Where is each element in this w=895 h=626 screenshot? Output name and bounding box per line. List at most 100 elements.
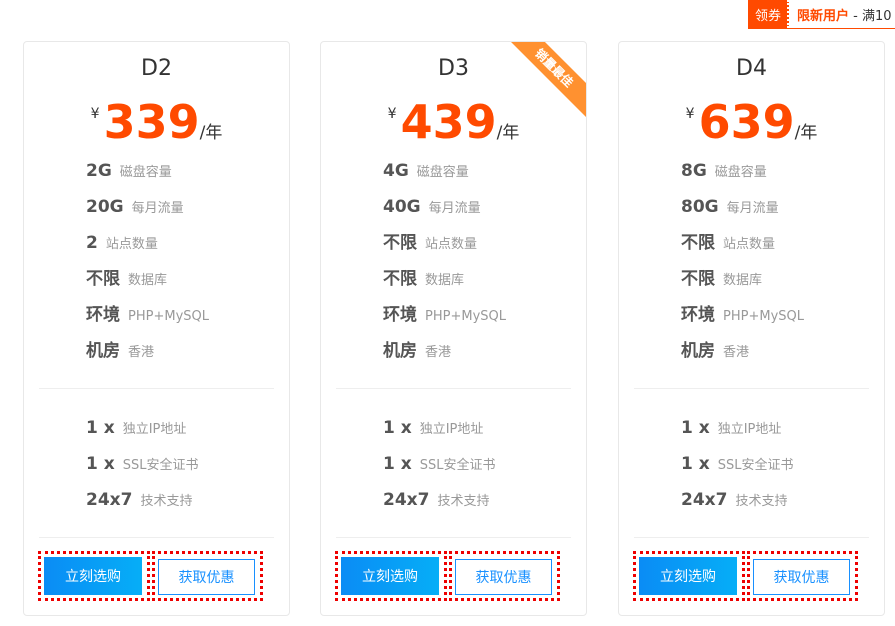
feature-value: 80G	[681, 197, 719, 217]
plan-price: ¥439/年	[321, 94, 586, 150]
extra-label: 技术支持	[735, 494, 788, 509]
feature-label: 香港	[128, 345, 155, 360]
feature-row: 机房 香港	[383, 340, 451, 362]
get-discount-button[interactable]: 获取优惠	[455, 559, 552, 595]
feature-row: 不限 站点数量	[681, 232, 775, 254]
feature-value: 不限	[86, 269, 120, 289]
currency: ¥	[387, 106, 397, 122]
feature-label: PHP+MySQL	[425, 309, 506, 324]
extra-value: 1 x	[86, 454, 115, 474]
extra-value: 24x7	[681, 490, 728, 510]
extra-label: 技术支持	[437, 494, 490, 509]
feature-label: 磁盘容量	[714, 165, 767, 180]
feature-value: 20G	[86, 197, 124, 217]
feature-label: 香港	[425, 345, 452, 360]
extra-row: 24x7 技术支持	[86, 489, 192, 511]
buy-now-button[interactable]: 立刻选购	[44, 557, 142, 595]
feature-row: 机房 香港	[681, 340, 749, 362]
feature-row: 40G 每月流量	[383, 196, 481, 218]
feature-value: 不限	[681, 233, 715, 253]
feature-value: 环境	[86, 305, 120, 325]
coupon-tag: 领券	[749, 0, 790, 28]
feature-label: 每月流量	[428, 201, 481, 216]
feature-label: 每月流量	[726, 201, 779, 216]
coupon-text: - 满10	[849, 8, 892, 24]
extra-value: 24x7	[383, 490, 430, 510]
extra-label: SSL安全证书	[122, 458, 199, 473]
feature-row: 80G 每月流量	[681, 196, 779, 218]
feature-value: 环境	[681, 305, 715, 325]
feature-value: 不限	[681, 269, 715, 289]
price-value: 339	[103, 95, 200, 149]
feature-row: 4G 磁盘容量	[383, 160, 469, 182]
price-unit: /年	[794, 123, 818, 143]
feature-label: 站点数量	[425, 237, 478, 252]
feature-label: PHP+MySQL	[723, 309, 804, 324]
feature-label: 每月流量	[131, 201, 184, 216]
feature-label: 磁盘容量	[119, 165, 172, 180]
feature-label: 磁盘容量	[416, 165, 469, 180]
get-discount-button[interactable]: 获取优惠	[753, 559, 850, 595]
feature-row: 2G 磁盘容量	[86, 160, 172, 182]
extra-value: 1 x	[681, 454, 710, 474]
feature-label: PHP+MySQL	[128, 309, 209, 324]
feature-value: 机房	[383, 341, 417, 361]
extra-row: 1 x SSL安全证书	[681, 453, 793, 475]
feature-label: 站点数量	[723, 237, 776, 252]
extra-value: 1 x	[383, 454, 412, 474]
extra-row: 1 x SSL安全证书	[383, 453, 495, 475]
price-value: 639	[698, 95, 795, 149]
coupon-highlight: 限新用户	[797, 8, 850, 24]
extra-row: 24x7 技术支持	[681, 489, 787, 511]
feature-row: 2 站点数量	[86, 232, 158, 254]
divider	[39, 537, 274, 538]
plan-name: D4	[736, 56, 767, 81]
feature-row: 8G 磁盘容量	[681, 160, 767, 182]
feature-row: 不限 数据库	[86, 268, 167, 290]
extra-label: 独立IP地址	[419, 422, 484, 437]
plan-card-d3: 销量最佳 D3 ¥439/年 4G 磁盘容量 40G 每月流量 不限 站点数量 不限 数据库 环境 PH…	[320, 41, 587, 616]
feature-row: 环境 PHP+MySQL	[86, 304, 209, 326]
feature-value: 不限	[383, 269, 417, 289]
extra-row: 24x7 技术支持	[383, 489, 489, 511]
feature-label: 数据库	[425, 273, 465, 288]
feature-label: 数据库	[723, 273, 763, 288]
feature-value: 8G	[681, 161, 707, 181]
price-value: 439	[400, 95, 497, 149]
divider	[634, 537, 869, 538]
plan-name: D2	[141, 56, 172, 81]
plan-price: ¥339/年	[24, 94, 289, 150]
price-unit: /年	[496, 123, 520, 143]
extra-label: 技术支持	[140, 494, 193, 509]
divider	[634, 388, 869, 389]
plan-card-d2: D2 ¥339/年 2G 磁盘容量 20G 每月流量 2 站点数量不限 数据库环境 PHP+MyS…	[23, 41, 290, 616]
feature-value: 40G	[383, 197, 421, 217]
feature-row: 机房 香港	[86, 340, 154, 362]
feature-row: 不限 数据库	[681, 268, 762, 290]
extra-value: 1 x	[86, 418, 115, 438]
get-discount-button[interactable]: 获取优惠	[158, 559, 255, 595]
feature-value: 不限	[383, 233, 417, 253]
feature-row: 不限 站点数量	[383, 232, 477, 254]
extra-row: 1 x SSL安全证书	[86, 453, 198, 475]
buy-now-button[interactable]: 立刻选购	[341, 557, 439, 595]
feature-value: 环境	[383, 305, 417, 325]
coupon-banner[interactable]: 领券 限新用户 - 满10	[748, 0, 895, 29]
feature-row: 不限 数据库	[383, 268, 464, 290]
divider	[336, 388, 571, 389]
plan-card-d4: D4 ¥639/年 8G 磁盘容量 80G 每月流量 不限 站点数量 不限 数据库 环境 PHP+My…	[618, 41, 885, 616]
extra-value: 1 x	[681, 418, 710, 438]
currency: ¥	[685, 106, 695, 122]
extra-value: 24x7	[86, 490, 133, 510]
feature-row: 20G 每月流量	[86, 196, 184, 218]
feature-value: 4G	[383, 161, 409, 181]
plan-price: ¥639/年	[619, 94, 884, 150]
feature-row: 环境 PHP+MySQL	[383, 304, 506, 326]
extra-row: 1 x 独立IP地址	[86, 417, 186, 439]
feature-label: 数据库	[128, 273, 168, 288]
feature-value: 2G	[86, 161, 112, 181]
plan-name: D3	[438, 56, 469, 81]
buy-now-button[interactable]: 立刻选购	[639, 557, 737, 595]
extra-value: 1 x	[383, 418, 412, 438]
extra-label: SSL安全证书	[419, 458, 496, 473]
